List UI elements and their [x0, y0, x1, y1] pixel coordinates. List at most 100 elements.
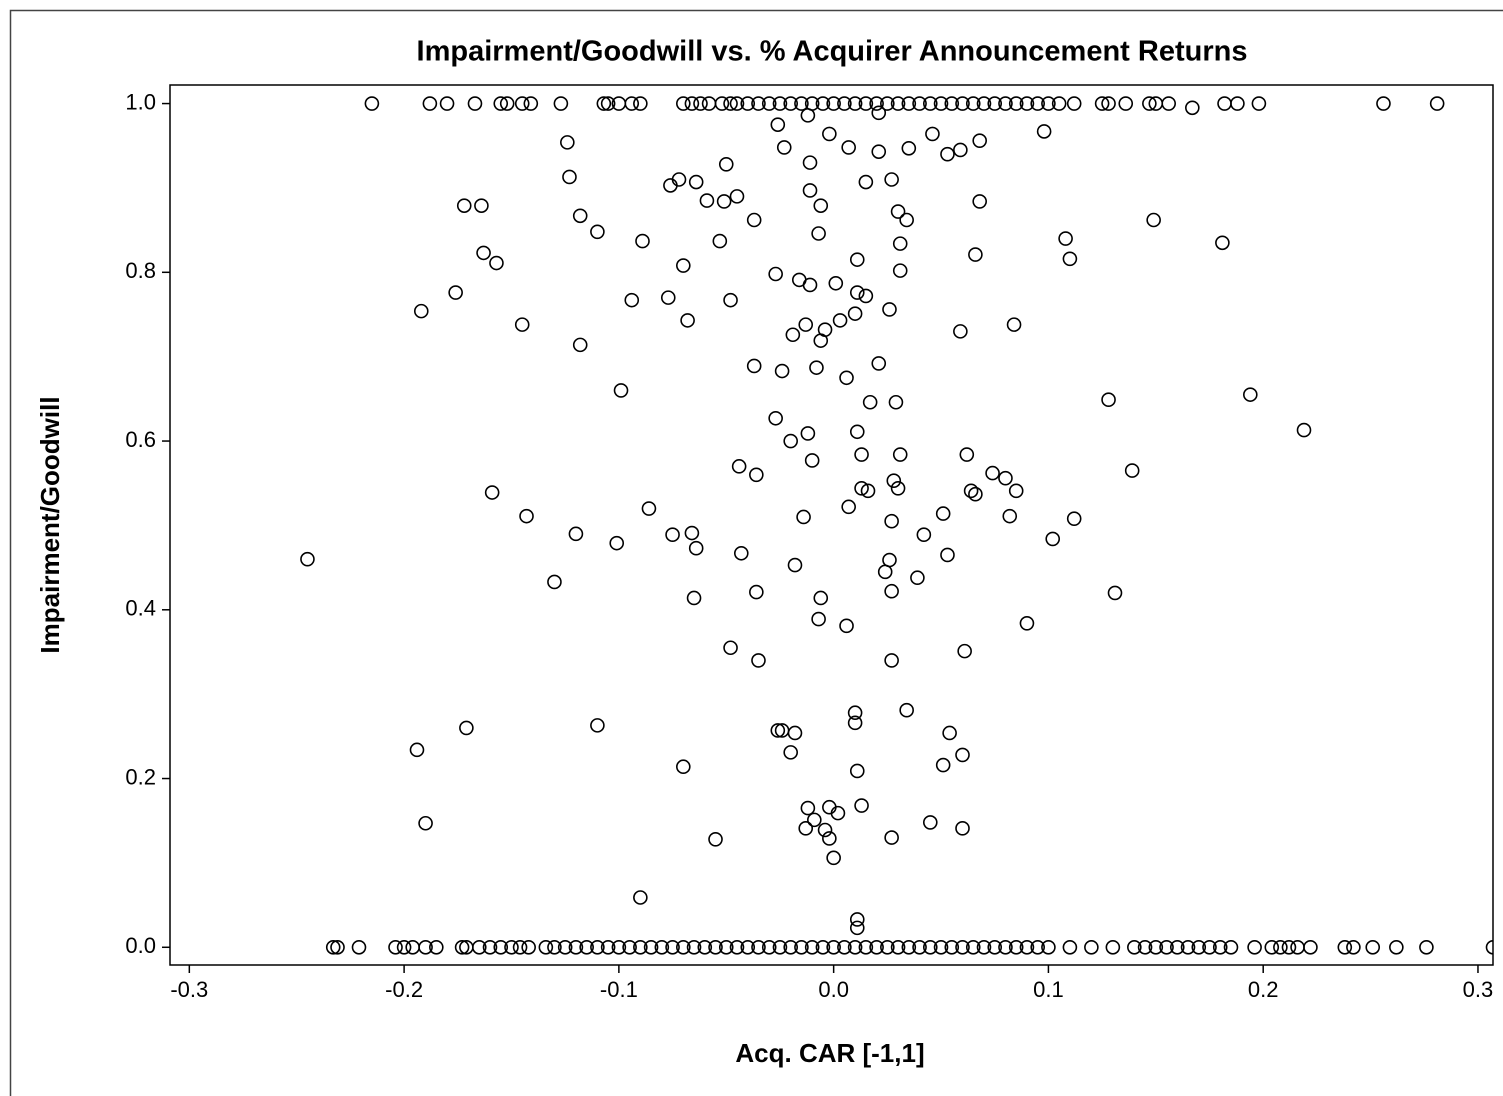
point — [953, 142, 968, 158]
point — [858, 174, 874, 190]
point — [837, 939, 852, 955]
point — [880, 939, 895, 955]
point — [1202, 939, 1217, 955]
point — [1036, 124, 1052, 139]
point — [804, 453, 820, 468]
point — [899, 702, 914, 718]
point — [847, 705, 863, 721]
point — [955, 747, 970, 763]
x-tick-label: -0.3 — [170, 977, 208, 1002]
point — [1230, 96, 1245, 111]
point — [798, 317, 814, 332]
point — [1296, 422, 1312, 438]
point — [862, 394, 878, 410]
point — [613, 383, 629, 398]
point — [768, 410, 783, 426]
point — [547, 939, 562, 955]
point — [869, 96, 884, 111]
point — [418, 939, 433, 955]
point — [1389, 939, 1404, 955]
point — [663, 178, 678, 193]
point — [624, 292, 640, 308]
point — [800, 108, 816, 123]
point — [940, 146, 955, 162]
point — [600, 939, 616, 955]
point — [729, 939, 745, 955]
point — [955, 96, 970, 111]
point — [968, 486, 983, 502]
point — [822, 126, 837, 142]
point — [499, 96, 515, 111]
point — [794, 939, 809, 955]
point — [940, 547, 955, 563]
point — [1002, 508, 1018, 524]
point — [1051, 96, 1067, 111]
point — [514, 96, 530, 111]
point — [716, 194, 732, 209]
point — [871, 356, 887, 371]
point — [714, 96, 730, 111]
point — [798, 821, 814, 836]
point — [676, 96, 691, 111]
point — [957, 643, 972, 659]
y-tick-label: 0.0 — [125, 933, 156, 958]
point — [467, 96, 483, 111]
point — [688, 174, 704, 190]
point — [783, 745, 798, 760]
point — [1223, 939, 1239, 955]
point — [884, 172, 899, 187]
point — [854, 480, 869, 496]
point — [959, 447, 975, 462]
point — [572, 337, 588, 353]
point — [633, 96, 648, 111]
point — [890, 204, 906, 219]
point — [802, 277, 818, 293]
x-tick-label: 0.0 — [818, 977, 849, 1002]
point — [476, 245, 491, 261]
x-axis-label: Acq. CAR [-1,1] — [735, 1038, 924, 1068]
point — [388, 939, 403, 955]
point — [942, 725, 957, 741]
point — [772, 939, 788, 955]
point — [751, 96, 766, 111]
point — [409, 742, 425, 758]
point — [890, 939, 906, 955]
point — [1008, 483, 1024, 499]
point — [901, 939, 917, 955]
point — [676, 759, 691, 775]
point — [944, 96, 960, 111]
point — [686, 939, 702, 955]
point — [837, 96, 852, 111]
point — [1101, 96, 1116, 111]
point — [712, 233, 728, 249]
point — [1127, 939, 1142, 955]
point — [832, 313, 848, 328]
point — [547, 574, 562, 590]
point — [953, 324, 968, 339]
point — [998, 96, 1013, 111]
point — [761, 939, 777, 955]
point — [965, 939, 981, 955]
point — [1030, 96, 1045, 111]
point — [854, 447, 869, 462]
point — [418, 815, 433, 831]
point — [1247, 939, 1262, 955]
point — [300, 551, 315, 567]
point — [776, 140, 792, 155]
point — [802, 155, 818, 170]
point — [1148, 939, 1164, 955]
point — [987, 939, 1003, 955]
point — [749, 467, 764, 483]
point — [955, 821, 970, 836]
point — [963, 483, 979, 499]
point — [965, 96, 981, 111]
chart-title: Impairment/Goodwill vs. % Acquirer Annou… — [417, 36, 1248, 68]
point — [1159, 939, 1174, 955]
point — [514, 317, 530, 332]
point — [665, 527, 680, 543]
point — [686, 590, 702, 606]
point — [1019, 615, 1035, 631]
point — [916, 527, 932, 543]
point — [684, 96, 700, 111]
point — [1041, 939, 1056, 955]
